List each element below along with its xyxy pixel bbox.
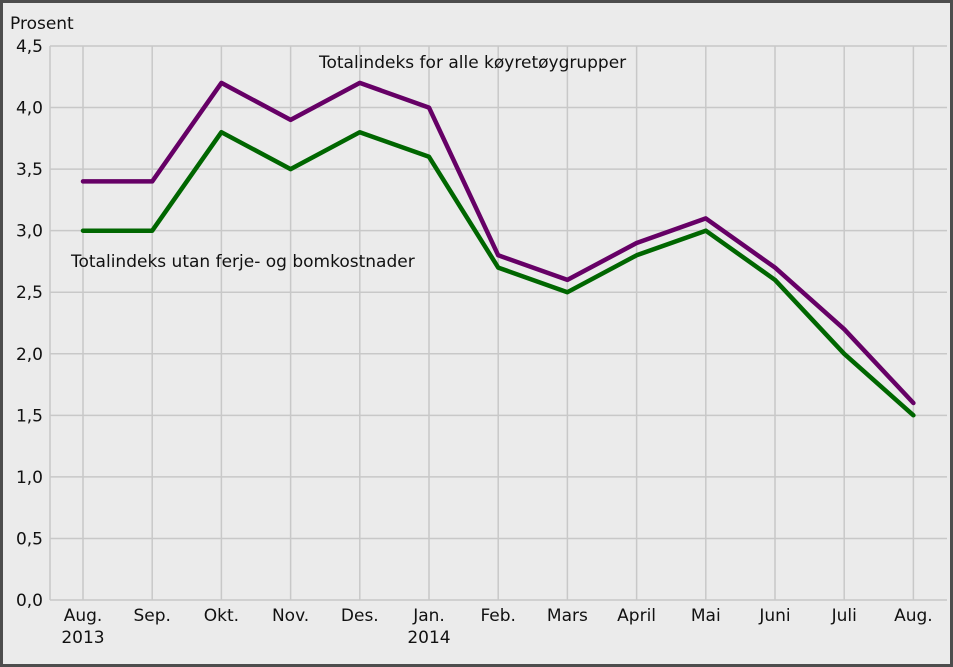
y-axis-title: Prosent [10,14,74,34]
series-label-totalindeks-utan-ferje: Totalindeks utan ferje- og bomkostnader [70,252,415,272]
y-tick-label: 0,5 [16,529,43,549]
y-tick-label: 1,0 [16,468,43,488]
y-tick-label: 3,5 [16,160,43,180]
x-tick-label: Feb. [480,606,516,626]
x-tick-sublabel: 2014 [407,628,450,648]
y-axis-ticks: 0,0 0,5 1,0 1,5 2,0 2,5 3,0 3,5 4,0 4,5 [16,37,43,611]
grid [49,45,947,601]
x-tick-label: Mai [691,606,721,626]
x-tick-label: Aug. [64,606,103,626]
y-tick-label: 2,0 [16,345,43,365]
y-tick-label: 0,0 [16,591,43,611]
x-tick-label: Des. [341,606,379,626]
x-tick-label: Juni [758,606,790,626]
x-tick-sublabel: 2013 [61,628,104,648]
x-tick-label: April [617,606,656,626]
x-tick-label: Okt. [204,606,239,626]
y-tick-label: 3,0 [16,222,43,242]
x-tick-label: Mars [547,606,588,626]
series-label-totalindeks-alle: Totalindeks for alle køyretøygrupper [318,53,626,73]
y-tick-label: 1,5 [16,406,43,426]
line-chart: 0,00,51,01,52,02,53,03,54,04,5 Aug.2013S… [10,14,947,648]
y-tick-label: 4,0 [16,99,43,119]
y-tick-label: 4,5 [16,37,43,57]
series-lines [80,80,916,418]
x-tick-label: Jan. [412,606,445,626]
x-tick-label: Aug. [894,606,933,626]
y-tick-label: 2,5 [16,283,43,303]
x-tick-label: Juli [831,606,857,626]
x-tick-label: Nov. [272,606,309,626]
x-tick-label: Sep. [133,606,170,626]
